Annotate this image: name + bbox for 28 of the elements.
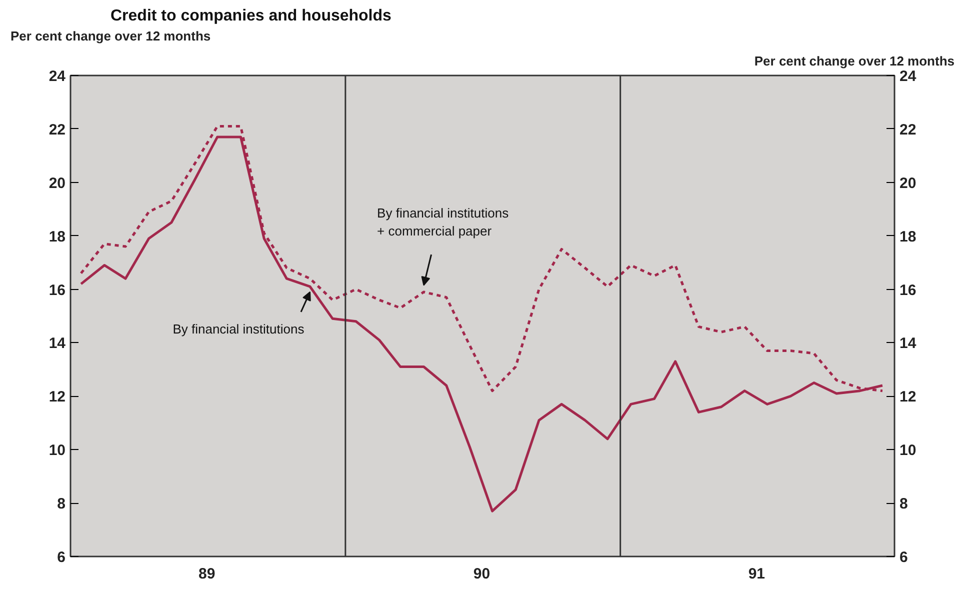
y-tick-label: 6: [57, 549, 66, 566]
y-tick-label: 16: [48, 282, 66, 299]
y2-tick-label: 16: [900, 282, 916, 299]
annotation: By financial institutions + commercial paper: [377, 206, 510, 239]
y2-axis-title: Per cent change over 12 months: [754, 54, 954, 68]
y2-tick-label: 6: [900, 549, 908, 566]
y-tick-label: 10: [48, 442, 66, 460]
y-tick-label: 12: [48, 388, 66, 406]
y-tick-label: 24: [48, 68, 66, 85]
y-tick-label: 14: [48, 335, 66, 352]
x-tick-label: 90: [473, 566, 490, 582]
y2-tick-label: 18: [900, 228, 916, 246]
x-tick-label: 91: [748, 566, 766, 582]
y-tick-label: 22: [48, 121, 66, 138]
y-tick-label: 20: [48, 174, 66, 192]
y2-tick-label: 20: [900, 174, 916, 192]
x-tick-label: 89: [198, 566, 216, 582]
y2-tick-label: 8: [900, 496, 908, 513]
y-tick-label: 8: [57, 496, 66, 513]
y2-tick-label: 24: [900, 68, 917, 85]
annotation: By financial institutions: [172, 321, 305, 336]
y-tick-label: 18: [48, 228, 66, 246]
y-axis-title: Per cent change over 12 months: [10, 28, 211, 44]
y2-tick-label: 10: [900, 442, 916, 460]
chart-title: Credit to companies and households: [110, 8, 392, 24]
y2-tick-label: 22: [900, 121, 916, 138]
y2-tick-label: 14: [900, 335, 917, 352]
y2-tick-label: 12: [900, 388, 916, 406]
